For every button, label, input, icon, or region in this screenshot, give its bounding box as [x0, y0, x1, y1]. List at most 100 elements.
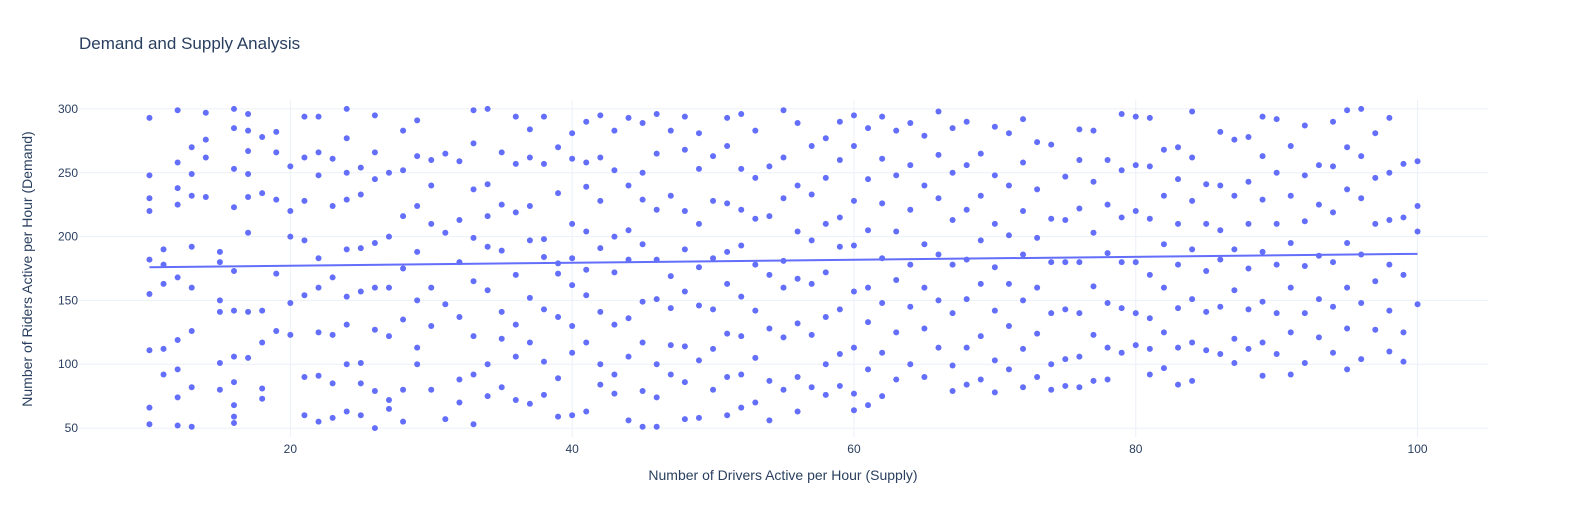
data-point[interactable] — [188, 328, 195, 335]
data-point[interactable] — [738, 111, 745, 118]
data-point[interactable] — [202, 136, 209, 143]
data-point[interactable] — [216, 308, 223, 315]
data-point[interactable] — [273, 270, 280, 277]
data-point[interactable] — [808, 384, 815, 391]
data-point[interactable] — [259, 395, 266, 402]
data-point[interactable] — [583, 408, 590, 415]
data-point[interactable] — [442, 416, 449, 423]
data-point[interactable] — [724, 412, 731, 419]
data-point[interactable] — [484, 393, 491, 400]
data-point[interactable] — [301, 237, 308, 244]
data-point[interactable] — [174, 336, 181, 343]
data-point[interactable] — [1358, 299, 1365, 306]
data-point[interactable] — [315, 149, 322, 156]
data-point[interactable] — [1104, 299, 1111, 306]
data-point[interactable] — [1189, 339, 1196, 346]
data-point[interactable] — [738, 404, 745, 411]
data-point[interactable] — [681, 288, 688, 295]
data-point[interactable] — [512, 353, 519, 360]
data-point[interactable] — [498, 335, 505, 342]
data-point[interactable] — [1203, 308, 1210, 315]
data-point[interactable] — [808, 331, 815, 338]
data-point[interactable] — [1090, 331, 1097, 338]
data-point[interactable] — [414, 361, 421, 368]
data-point[interactable] — [794, 320, 801, 327]
data-point[interactable] — [808, 280, 815, 287]
data-point[interactable] — [738, 165, 745, 172]
data-point[interactable] — [216, 297, 223, 304]
data-point[interactable] — [414, 248, 421, 255]
data-point[interactable] — [1344, 186, 1351, 193]
data-point[interactable] — [1132, 113, 1139, 120]
data-point[interactable] — [188, 144, 195, 151]
data-point[interactable] — [1146, 215, 1153, 222]
data-point[interactable] — [301, 197, 308, 204]
data-point[interactable] — [1414, 301, 1421, 308]
data-point[interactable] — [766, 377, 773, 384]
data-point[interactable] — [865, 402, 872, 409]
data-point[interactable] — [667, 342, 674, 349]
data-point[interactable] — [949, 362, 956, 369]
data-point[interactable] — [1034, 284, 1041, 291]
data-point[interactable] — [611, 127, 618, 134]
data-point[interactable] — [245, 308, 252, 315]
data-point[interactable] — [1245, 345, 1252, 352]
data-point[interactable] — [259, 134, 266, 141]
data-point[interactable] — [371, 149, 378, 156]
data-point[interactable] — [1400, 358, 1407, 365]
data-point[interactable] — [625, 315, 632, 322]
data-point[interactable] — [653, 296, 660, 303]
data-point[interactable] — [1146, 271, 1153, 278]
data-point[interactable] — [639, 388, 646, 395]
data-point[interactable] — [400, 418, 407, 425]
data-point[interactable] — [836, 118, 843, 125]
data-point[interactable] — [921, 284, 928, 291]
data-point[interactable] — [625, 417, 632, 424]
data-point[interactable] — [1076, 205, 1083, 212]
data-point[interactable] — [526, 154, 533, 161]
data-point[interactable] — [583, 339, 590, 346]
data-point[interactable] — [146, 404, 153, 411]
data-point[interactable] — [639, 119, 646, 126]
data-point[interactable] — [470, 140, 477, 147]
data-point[interactable] — [371, 284, 378, 291]
data-point[interactable] — [1048, 141, 1055, 148]
data-point[interactable] — [1386, 114, 1393, 121]
data-point[interactable] — [188, 384, 195, 391]
data-point[interactable] — [555, 413, 562, 420]
data-point[interactable] — [1132, 259, 1139, 266]
data-point[interactable] — [498, 149, 505, 156]
data-point[interactable] — [653, 206, 660, 213]
data-point[interactable] — [456, 399, 463, 406]
data-point[interactable] — [1259, 248, 1266, 255]
data-point[interactable] — [1005, 322, 1012, 329]
data-point[interactable] — [1372, 130, 1379, 137]
data-point[interactable] — [357, 245, 364, 252]
data-point[interactable] — [1118, 349, 1125, 356]
data-point[interactable] — [1259, 153, 1266, 160]
data-point[interactable] — [977, 280, 984, 287]
data-point[interactable] — [1358, 356, 1365, 363]
data-point[interactable] — [1005, 130, 1012, 137]
data-point[interactable] — [385, 405, 392, 412]
data-point[interactable] — [850, 242, 857, 249]
data-point[interactable] — [724, 330, 731, 337]
data-point[interactable] — [695, 220, 702, 227]
data-point[interactable] — [695, 165, 702, 172]
data-point[interactable] — [1203, 181, 1210, 188]
data-point[interactable] — [540, 254, 547, 261]
data-point[interactable] — [597, 361, 604, 368]
data-point[interactable] — [1330, 118, 1337, 125]
data-point[interactable] — [1146, 114, 1153, 121]
data-point[interactable] — [1315, 296, 1322, 303]
data-point[interactable] — [836, 214, 843, 221]
data-point[interactable] — [414, 344, 421, 351]
data-point[interactable] — [597, 308, 604, 315]
data-point[interactable] — [625, 182, 632, 189]
data-point[interactable] — [400, 316, 407, 323]
data-point[interactable] — [442, 301, 449, 308]
data-point[interactable] — [1259, 113, 1266, 120]
data-point[interactable] — [569, 322, 576, 329]
data-point[interactable] — [385, 169, 392, 176]
data-point[interactable] — [1076, 353, 1083, 360]
